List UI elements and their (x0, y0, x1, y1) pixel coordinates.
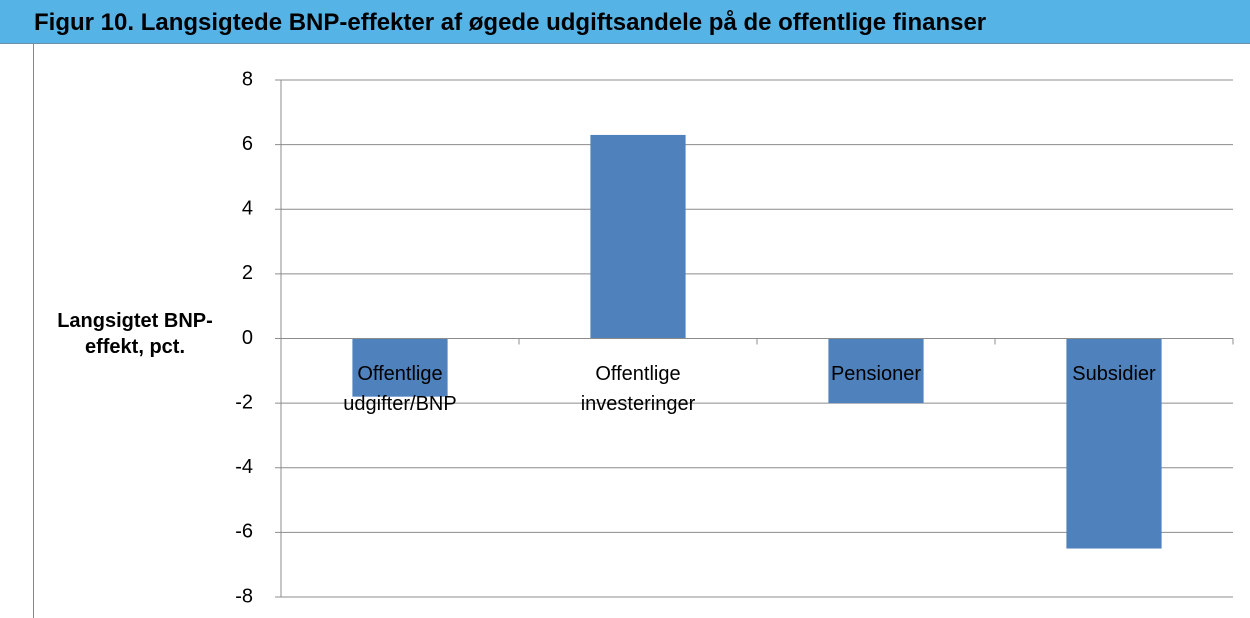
y-tick-label: -2 (235, 391, 253, 413)
x-tick-label: Offentlige udgifter/BNP (343, 362, 457, 415)
y-tick-label: 4 (242, 198, 253, 220)
x-tick-label: Pensioner (830, 362, 922, 385)
y-tick-label: -4 (235, 456, 253, 478)
frame-rule (33, 44, 34, 618)
x-tick-label: Subsidier (1072, 362, 1156, 385)
y-tick-label: 8 (242, 68, 253, 90)
y-tick-label: -6 (235, 521, 253, 543)
y-tick-label: 6 (242, 133, 253, 155)
bar (352, 338, 448, 397)
y-axis-label: Langsigtet BNP-effekt, pct. (57, 310, 213, 358)
chart-title: Figur 10. Langsigtede BNP-effekter af øg… (34, 9, 987, 36)
bar (828, 338, 924, 404)
bar (1066, 338, 1162, 549)
bar (590, 134, 686, 339)
y-tick-label: 2 (242, 262, 253, 284)
x-tick-label: Offentlige investeringer (580, 362, 696, 415)
y-tick-label: -8 (235, 585, 253, 607)
y-tick-label: 0 (242, 327, 253, 349)
title-bar: Figur 10. Langsigtede BNP-effekter af øg… (0, 0, 1250, 44)
